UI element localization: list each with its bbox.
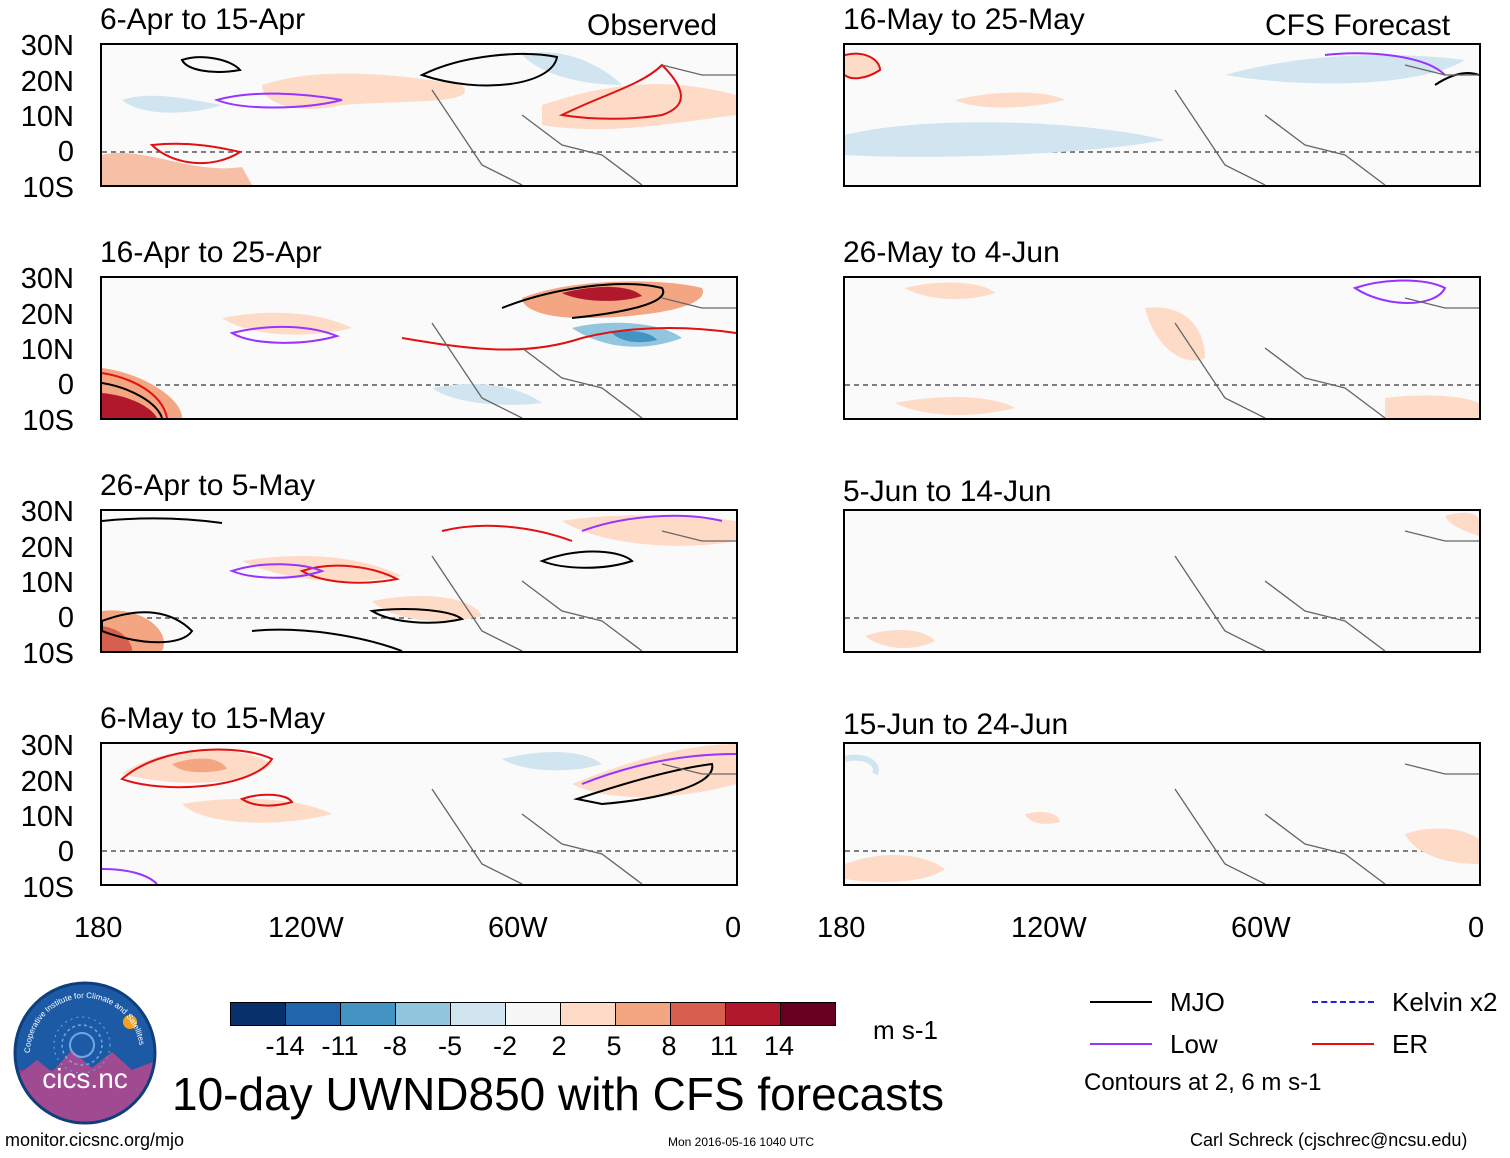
footer-url: monitor.cicsnc.org/mjo	[5, 1130, 185, 1150]
colorbar-swatch	[560, 1002, 616, 1026]
colorbar-swatch	[230, 1002, 286, 1026]
lat-label: 20N	[20, 532, 74, 564]
colorbar-swatch	[340, 1002, 396, 1026]
map-observed-1	[100, 43, 738, 187]
map-observed-2	[100, 276, 738, 420]
legend-label-mjo: MJO	[1170, 987, 1225, 1017]
panel-title-fcst-4: 15-Jun to 24-Jun	[843, 708, 1069, 741]
panel-title-fcst-1: 16-May to 25-May	[843, 3, 1085, 36]
map-forecast-4	[843, 742, 1481, 886]
lat-label: 30N	[20, 496, 74, 528]
lat-label: 0	[57, 136, 74, 168]
panel-title-fcst-3: 5-Jun to 14-Jun	[843, 475, 1052, 508]
map-forecast-2	[843, 276, 1481, 420]
colorbar-swatch	[670, 1002, 726, 1026]
lat-label: 10N	[20, 801, 74, 833]
lon-label: 60W	[1231, 912, 1291, 944]
panel-title-fcst-2: 26-May to 4-Jun	[843, 236, 1060, 269]
logo-text: cics.nc	[42, 1063, 128, 1094]
colorbar-swatch	[725, 1002, 781, 1026]
colorbar-swatch	[780, 1002, 836, 1026]
legend-label-kelvin: Kelvin x2	[1392, 987, 1498, 1017]
lat-label: 30N	[20, 263, 74, 295]
lat-label: 10S	[22, 405, 74, 437]
map-forecast-1	[843, 43, 1481, 187]
panel-title-obs-3: 26-Apr to 5-May	[100, 469, 316, 502]
legend-line-mjo	[1090, 1001, 1152, 1003]
colorbar-swatch	[450, 1002, 506, 1026]
lat-label: 0	[57, 369, 74, 401]
footer-author: Carl Schreck (cjschrec@ncsu.edu)	[1190, 1130, 1468, 1150]
footer-timestamp: Mon 2016-05-16 1040 UTC	[668, 1135, 815, 1149]
lon-label: 120W	[1011, 912, 1087, 944]
colorbar-label: -14	[265, 1031, 305, 1061]
lon-label: 0	[725, 912, 742, 944]
lat-label: 10N	[20, 101, 74, 133]
colorbar-label: 5	[606, 1031, 622, 1061]
colorbar-label: -8	[382, 1031, 407, 1061]
colorbar-label: -2	[492, 1031, 517, 1061]
lat-label: 0	[57, 602, 74, 634]
main-title: 10-day UWND850 with CFS forecasts	[172, 1068, 945, 1120]
colorbar-label: 8	[661, 1031, 677, 1061]
lat-label: 0	[57, 836, 74, 868]
lat-label: 30N	[20, 30, 74, 62]
lat-label: 20N	[20, 299, 74, 331]
panel-title-obs-2: 16-Apr to 25-Apr	[100, 236, 322, 269]
legend-line-low	[1090, 1043, 1152, 1045]
legend-line-kelvin	[1312, 1001, 1374, 1003]
observed-label: Observed	[587, 9, 718, 42]
lon-label: 180	[817, 912, 866, 944]
legend-label-er: ER	[1392, 1029, 1429, 1059]
legend-line-er	[1312, 1043, 1374, 1045]
lat-label: 10S	[22, 172, 74, 204]
lon-label: 60W	[488, 912, 548, 944]
lat-label: 20N	[20, 766, 74, 798]
lon-label: 180	[74, 912, 123, 944]
lat-label: 10S	[22, 638, 74, 670]
lat-label: 10N	[20, 334, 74, 366]
panel-title-obs-4: 6-May to 15-May	[100, 702, 326, 735]
cics-logo: Cooperative Institute for Climate and Sa…	[12, 980, 158, 1126]
panel-title-obs-1: 6-Apr to 15-Apr	[100, 3, 306, 36]
colorbar-label: -5	[437, 1031, 462, 1061]
map-forecast-3	[843, 509, 1481, 653]
map-observed-3	[100, 509, 738, 653]
lat-label: 10S	[22, 872, 74, 904]
colorbar-swatch	[615, 1002, 671, 1026]
colorbar-swatch	[285, 1002, 341, 1026]
lat-label: 20N	[20, 66, 74, 98]
forecast-label: CFS Forecast	[1265, 9, 1451, 42]
lat-label: 10N	[20, 567, 74, 599]
legend-label-low: Low	[1170, 1029, 1218, 1059]
colorbar-label: 11	[709, 1031, 739, 1061]
lon-label: 0	[1468, 912, 1485, 944]
map-observed-4	[100, 742, 738, 886]
colorbar-label: 2	[551, 1031, 567, 1061]
colorbar-label: 14	[763, 1031, 795, 1061]
legend-note: Contours at 2, 6 m s-1	[1084, 1069, 1322, 1096]
lat-label: 30N	[20, 730, 74, 762]
colorbar-swatch	[505, 1002, 561, 1026]
colorbar-units: m s-1	[873, 1015, 938, 1045]
lon-label: 120W	[268, 912, 344, 944]
colorbar-label: -11	[321, 1031, 359, 1061]
colorbar-swatch	[395, 1002, 451, 1026]
